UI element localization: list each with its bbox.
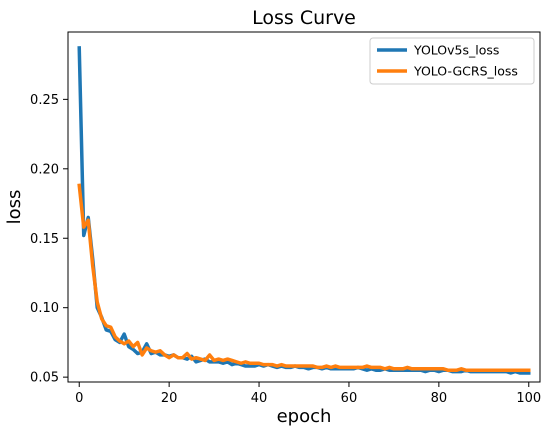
x-axis: 0 20 40 60 80 100 [75,382,541,406]
x-tick-label: 20 [161,391,178,406]
y-tick-label: 0.05 [30,371,59,386]
series-line-yolo-gcrs-loss [77,183,531,372]
plot-frame [67,31,541,383]
legend-entry-yolov5s: YOLOv5s_loss [413,43,499,58]
legend: YOLOv5s_loss YOLO-GCRS_loss [369,37,535,85]
x-axis-label: epoch [277,406,332,427]
x-tick-label: 0 [75,391,83,406]
y-axis-label: loss [4,190,25,225]
legend-entry-yolo-gcrs: YOLO-GCRS_loss [413,64,518,79]
legend-box [369,37,535,85]
x-tick-label: 40 [251,391,268,406]
x-tick-label: 80 [431,391,448,406]
y-tick-label: 0.10 [30,301,59,316]
series-line-yolov5s-loss [77,46,531,375]
y-tick-label: 0.25 [30,93,59,108]
y-tick-label: 0.15 [30,232,59,247]
plot-area [77,46,531,375]
x-tick-label: 100 [516,391,541,406]
chart-title: Loss Curve [252,7,356,29]
x-tick-label: 60 [341,391,358,406]
y-axis: 0.05 0.10 0.15 0.20 0.25 [30,93,68,386]
y-tick-label: 0.20 [30,162,59,177]
